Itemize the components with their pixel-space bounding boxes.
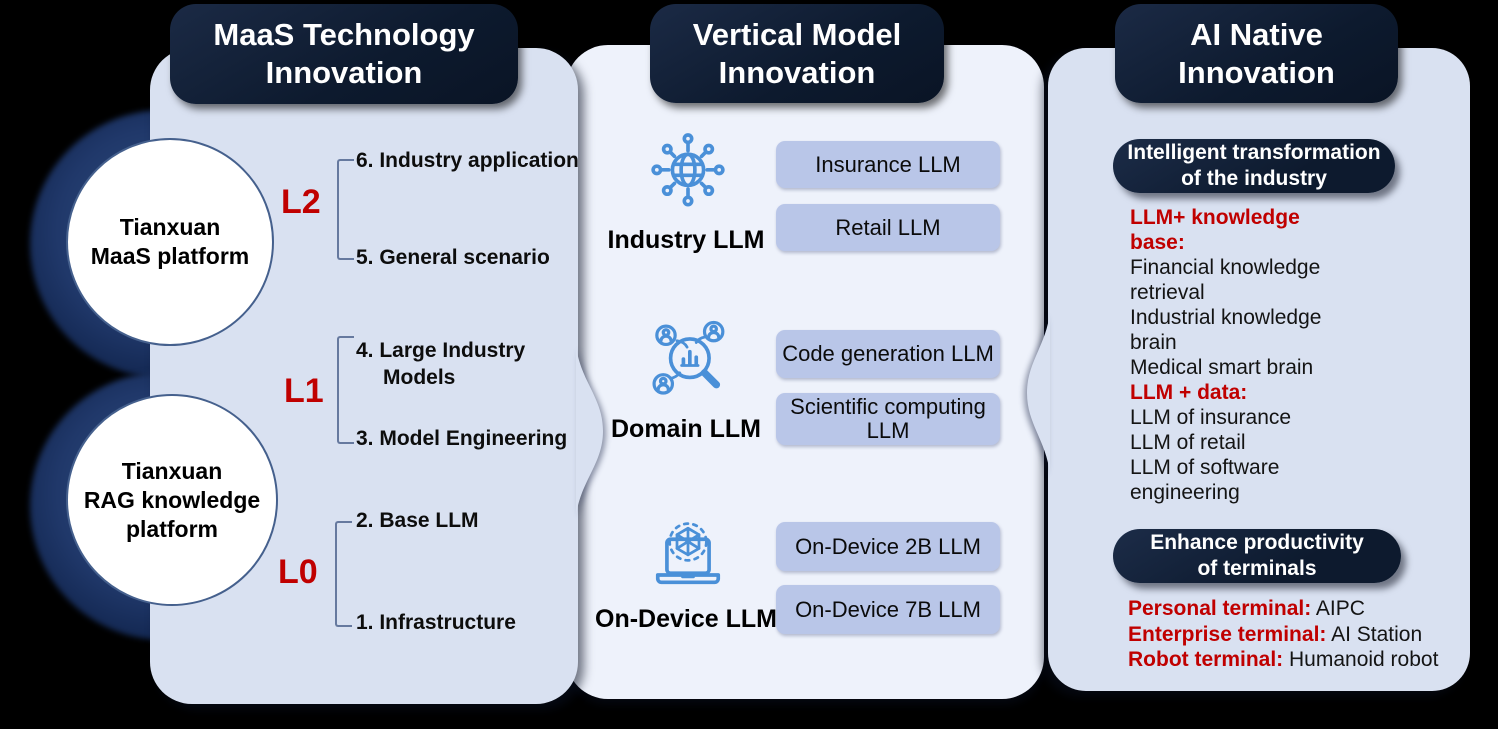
level-label-l0: L0 — [278, 553, 318, 591]
list-item-model-engineering: 3. Model Engineering — [356, 427, 568, 450]
bracket-l0 — [335, 521, 352, 627]
box-on-device-2b-llm: On-Device 2B LLM — [776, 522, 1000, 571]
text-llm-data: LLM + data: — [1130, 381, 1248, 404]
box-on-device-7b-llm: On-Device 7B LLM — [776, 585, 1000, 634]
enterprise-terminal-label: Enterprise terminal: — [1128, 622, 1327, 646]
level-label-l2: L2 — [281, 183, 321, 221]
text-llm-software-eng: LLM of software engineering — [1130, 456, 1280, 504]
list-item-infrastructure: 1. Infrastructure — [356, 611, 516, 634]
left-panel-brace-bump — [576, 346, 603, 516]
text-medical-smart-brain: Medical smart brain — [1130, 356, 1314, 379]
header-maas-technology-innovation: MaaS Technology Innovation — [170, 4, 518, 104]
bracket-l2 — [337, 159, 354, 260]
header-ai-native-innovation: AI Native Innovation — [1115, 4, 1398, 103]
circle-tianxuan-maas-platform: Tianxuan MaaS platform — [66, 138, 274, 346]
pill-enhance-productivity: Enhance productivity of terminals — [1113, 529, 1401, 583]
text-industrial-knowledge: Industrial knowledge brain — [1130, 306, 1322, 354]
robot-terminal-value: Humanoid robot — [1283, 648, 1439, 671]
text-enterprise-terminal: Enterprise terminal: AI Station — [1128, 622, 1478, 648]
text-robot-terminal: Robot terminal: Humanoid robot — [1128, 647, 1478, 673]
right-panel-brace-bump — [1027, 312, 1050, 474]
laptop-ai-cube-icon — [655, 522, 721, 585]
box-retail-llm: Retail LLM — [776, 204, 1000, 251]
text-llm-of-insurance: LLM of insurance — [1130, 406, 1292, 429]
list-item-industry-application: 6. Industry application — [356, 149, 579, 172]
list-item-general-scenario: 5. General scenario — [356, 246, 550, 269]
enterprise-terminal-value: AI Station — [1326, 622, 1423, 646]
list-item-large-industry-models: 4. Large Industry Models — [356, 339, 526, 389]
personal-terminal-label: Personal terminal: — [1128, 597, 1312, 620]
bracket-l1 — [337, 336, 354, 444]
text-llm-of-retail: LLM of retail — [1130, 431, 1246, 454]
text-financial-knowledge: Financial knowledge retrieval — [1130, 256, 1321, 304]
list-item-base-llm: 2. Base LLM — [356, 509, 479, 532]
box-scientific-computing-llm: Scientific computing LLM — [776, 393, 1000, 445]
robot-terminal-label: Robot terminal: — [1128, 648, 1284, 671]
box-code-generation-llm: Code generation LLM — [776, 330, 1000, 378]
circle-tianxuan-rag-platform: Tianxuan RAG knowledge platform — [66, 394, 278, 606]
box-insurance-llm: Insurance LLM — [776, 141, 1000, 188]
network-globe-icon — [651, 133, 725, 207]
text-personal-terminal: Personal terminal: AIPC — [1128, 596, 1478, 622]
header-vertical-model-innovation: Vertical Model Innovation — [650, 4, 944, 103]
magnifier-analytics-icon — [652, 320, 725, 395]
industry-transformation-text: LLM+ knowledge base: Financial knowledge… — [1130, 205, 1410, 505]
caption-industry-llm: Industry LLM — [607, 226, 765, 254]
level-label-l1: L1 — [284, 372, 324, 410]
caption-domain-llm: Domain LLM — [611, 415, 761, 443]
caption-on-device-llm: On-Device LLM — [595, 605, 777, 633]
text-llm-knowledge-base: LLM+ knowledge base: — [1130, 206, 1300, 254]
pill-intelligent-transformation: Intelligent transformation of the indust… — [1113, 139, 1395, 193]
personal-terminal-value: AIPC — [1311, 597, 1365, 620]
terminal-productivity-text: Personal terminal: AIPC Enterprise termi… — [1128, 596, 1478, 673]
